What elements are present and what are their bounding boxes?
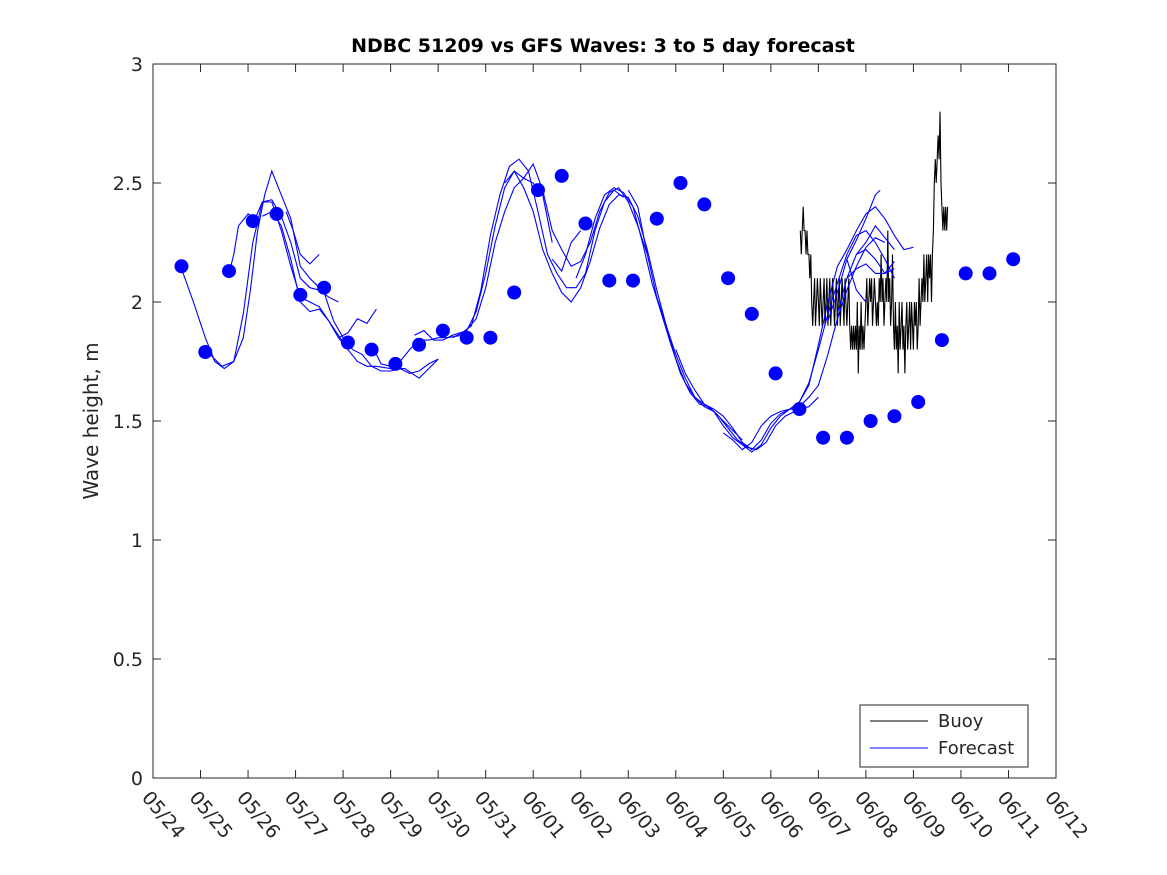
forecast-marker: [673, 176, 688, 190]
y-tick-label: 2: [131, 292, 143, 314]
forecast-series-line: [551, 230, 582, 273]
x-tick-label: 06/04: [660, 787, 712, 843]
forecast-marker: [459, 330, 474, 345]
forecast-marker: [792, 402, 807, 417]
forecast-marker: [839, 430, 854, 445]
x-tick-label: 05/25: [185, 787, 237, 843]
y-tick-label: 3: [131, 54, 143, 76]
forecast-marker: [602, 273, 617, 288]
forecast-marker: [269, 206, 284, 221]
forecast-series-line: [627, 189, 819, 453]
y-tick-label: 1: [131, 530, 143, 552]
forecast-marker: [697, 197, 712, 212]
x-tick-label: 05/31: [470, 787, 522, 843]
x-tick-label: 05/27: [280, 787, 332, 843]
forecast-marker: [1006, 252, 1021, 267]
forecast-series-line: [504, 170, 743, 441]
forecast-marker: [507, 285, 522, 300]
legend-box: [859, 704, 1029, 768]
forecast-marker: [364, 342, 379, 357]
forecast-marker: [198, 345, 213, 359]
x-tick-label: 06/01: [517, 787, 569, 843]
forecast-series-line: [846, 261, 895, 279]
forecast-marker: [721, 271, 736, 286]
y-axis-label: Wave height, m: [79, 342, 103, 499]
forecast-series-line: [856, 248, 895, 275]
y-tick-label: 1.5: [113, 411, 143, 433]
forecast-series-line: [414, 162, 648, 341]
forecast-marker: [245, 214, 260, 229]
x-tick-label: 06/11: [993, 787, 1045, 843]
forecast-marker: [317, 280, 332, 295]
forecast-marker: [412, 337, 427, 352]
forecast-series-line: [338, 308, 377, 339]
forecast-series-line: [323, 292, 439, 374]
forecast-marker: [554, 168, 569, 183]
forecast-marker: [340, 335, 355, 350]
legend-label: Forecast: [938, 738, 1014, 759]
forecast-marker: [578, 216, 593, 231]
forecast-series-line: [827, 189, 881, 322]
forecast-marker: [649, 211, 664, 226]
forecast-marker: [222, 264, 236, 279]
forecast-marker: [863, 414, 878, 428]
x-tick-label: 06/07: [803, 787, 855, 843]
x-tick-label: 06/08: [850, 787, 902, 843]
forecast-marker: [174, 259, 189, 274]
forecast-marker: [958, 266, 973, 281]
y-tick-label: 0: [131, 768, 143, 790]
legend-label: Buoy: [938, 711, 984, 732]
forecast-marker: [744, 306, 759, 321]
x-tick-label: 06/05: [707, 787, 759, 843]
forecast-marker: [887, 409, 902, 424]
forecast-marker: [388, 356, 403, 371]
x-tick-label: 06/03: [612, 787, 664, 843]
x-tick-label: 06/09: [898, 787, 950, 843]
forecast-series-line: [846, 259, 867, 303]
forecast-marker: [483, 330, 498, 345]
x-tick-label: 06/06: [755, 787, 807, 843]
plot-area: [152, 63, 1057, 779]
x-tick-label: 06/10: [945, 787, 997, 843]
forecast-marker: [531, 183, 545, 198]
forecast-marker: [293, 287, 308, 302]
y-tick-label: 2.5: [113, 173, 143, 195]
forecast-series-line: [575, 187, 795, 451]
forecast-marker: [626, 273, 640, 288]
chart-title: NDBC 51209 vs GFS Waves: 3 to 5 day fore…: [351, 35, 855, 57]
forecast-series-line: [675, 237, 886, 451]
x-tick-label: 06/02: [565, 787, 617, 843]
forecast-series-line: [285, 211, 320, 265]
x-tick-label: 05/28: [327, 787, 379, 843]
x-tick-label: 06/12: [1040, 787, 1092, 843]
forecast-series-line: [452, 158, 624, 339]
x-tick-label: 05/24: [137, 787, 189, 843]
forecast-series-line: [789, 206, 914, 410]
x-tick-label: 05/26: [232, 787, 284, 843]
forecast-marker: [911, 395, 926, 409]
forecast-marker: [435, 323, 450, 338]
forecast-marker: [982, 266, 997, 281]
forecast-marker: [934, 333, 949, 348]
x-tick-label: 05/29: [375, 787, 427, 843]
y-tick-label: 0.5: [113, 649, 143, 671]
forecast-marker: [768, 366, 783, 381]
x-tick-label: 05/30: [422, 787, 474, 843]
forecast-marker: [816, 430, 831, 445]
